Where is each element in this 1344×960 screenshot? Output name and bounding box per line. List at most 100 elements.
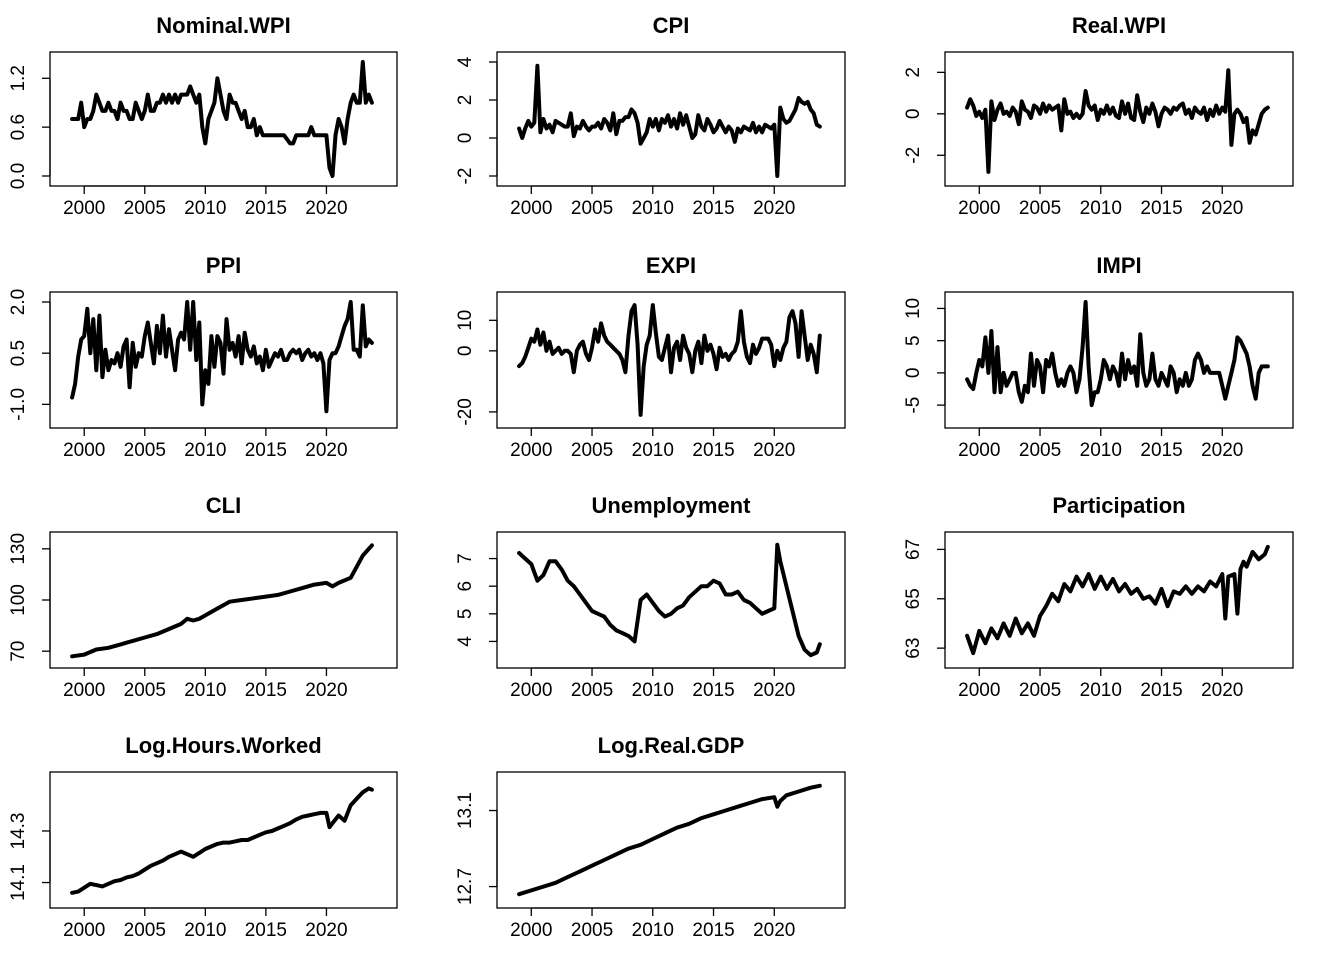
- x-tick-label: 2000: [63, 680, 105, 701]
- x-tick-label: 2010: [632, 920, 674, 941]
- y-tick-label: 0.6: [8, 114, 29, 140]
- x-tick-label: 2015: [692, 440, 734, 461]
- y-tick-label: 100: [8, 584, 29, 616]
- panel-log-real-gdp: Log.Real.GDP 2000 2005 2010 2015 2020 12.7 13.1: [455, 733, 846, 941]
- panel-impi: IMPI 2000 2005 2010 2015 2020 -5 0 5 10: [903, 253, 1294, 461]
- x-tick-label: 2005: [124, 680, 166, 701]
- y-tick-label: 1.2: [8, 65, 29, 91]
- y-tick-label: 0: [903, 368, 924, 379]
- x-tick-label: 2000: [958, 440, 1000, 461]
- panel-real-wpi: Real.WPI 2000 2005 2010 2015 2020 -2 0 2: [903, 13, 1294, 219]
- x-tick-label: 2005: [571, 920, 613, 941]
- panel-unemployment: Unemployment 2000 2005 2010 2015 2020 4 5 6 7: [455, 493, 846, 701]
- y-tick-label: 0.5: [8, 340, 29, 366]
- x-tick-label: 2020: [753, 198, 795, 219]
- x-tick-label: 2020: [305, 920, 347, 941]
- series-line-log-hours-worked: [70, 786, 374, 895]
- x-tick-label: 2010: [184, 680, 226, 701]
- y-tick-label: 14.3: [8, 812, 29, 849]
- x-tick-label: 2020: [305, 198, 347, 219]
- x-tick-label: 2015: [245, 680, 287, 701]
- y-tick-label: 65: [903, 588, 924, 609]
- y-tick-label: 2: [903, 67, 924, 78]
- series-line-real-wpi: [965, 68, 1270, 174]
- x-tick-label: 2005: [1019, 680, 1061, 701]
- y-tick-label: -1.0: [8, 388, 29, 421]
- x-tick-label: 2005: [124, 198, 166, 219]
- x-tick-label: 2020: [1201, 198, 1243, 219]
- x-tick-label: 2000: [958, 198, 1000, 219]
- y-tick-label: 70: [8, 641, 29, 662]
- chart-title: CLI: [206, 493, 241, 518]
- y-tick-label: 4: [455, 636, 476, 647]
- y-tick-label: 10: [455, 310, 476, 331]
- series-line-expi: [517, 303, 822, 417]
- x-tick-label: 2010: [632, 680, 674, 701]
- x-tick-label: 2000: [63, 440, 105, 461]
- chart-title: CPI: [653, 13, 690, 38]
- x-tick-label: 2015: [1140, 680, 1182, 701]
- x-tick-label: 2020: [753, 680, 795, 701]
- panel-log-hours-worked: Log.Hours.Worked 2000 2005 2010 2015 2020 14.1…: [8, 733, 398, 941]
- panel-participation: Participation 2000 2005 2010 2015 2020 63 65 67: [903, 493, 1294, 701]
- x-tick-label: 2005: [124, 920, 166, 941]
- y-tick-label: 0: [903, 109, 924, 120]
- chart-title: Log.Real.GDP: [598, 733, 745, 758]
- x-tick-label: 2005: [571, 680, 613, 701]
- x-tick-label: 2020: [1201, 440, 1243, 461]
- y-tick-label: 14.1: [8, 864, 29, 901]
- x-tick-label: 2005: [1019, 198, 1061, 219]
- x-tick-label: 2010: [184, 920, 226, 941]
- x-tick-label: 2000: [510, 680, 552, 701]
- panel-cli: CLI 2000 2005 2010 2015 2020 70 100 130: [8, 493, 398, 701]
- x-tick-label: 2010: [184, 440, 226, 461]
- y-tick-label: 63: [903, 638, 924, 659]
- chart-title: Log.Hours.Worked: [125, 733, 321, 758]
- x-tick-label: 2015: [1140, 198, 1182, 219]
- y-tick-label: 10: [903, 298, 924, 319]
- chart-title: Unemployment: [592, 493, 752, 518]
- x-tick-label: 2010: [1080, 680, 1122, 701]
- y-tick-label: 6: [455, 581, 476, 592]
- x-tick-label: 2010: [184, 198, 226, 219]
- series-line-participation: [965, 544, 1270, 656]
- panel-nominal-wpi: Nominal.WPI 2000 2005 2010 2015 2020 0.0 0.6 1.2: [8, 13, 398, 219]
- y-tick-label: 0.0: [8, 163, 29, 189]
- y-tick-label: 130: [8, 533, 29, 565]
- x-tick-label: 2005: [571, 198, 613, 219]
- y-tick-label: 2.0: [8, 289, 29, 315]
- chart-title: IMPI: [1096, 253, 1141, 278]
- y-tick-label: -20: [455, 398, 476, 425]
- x-tick-label: 2020: [305, 680, 347, 701]
- series-line-impi: [965, 300, 1270, 408]
- chart-title: PPI: [206, 253, 241, 278]
- x-tick-label: 2015: [692, 198, 734, 219]
- y-tick-label: 2: [455, 95, 476, 106]
- y-tick-label: 0: [455, 346, 476, 357]
- series-line-log-real-gdp: [517, 783, 822, 897]
- series-line-cli: [70, 543, 374, 659]
- y-tick-label: 7: [455, 553, 476, 564]
- x-tick-label: 2010: [632, 440, 674, 461]
- plot-frame: [496, 531, 846, 669]
- plot-frame: [49, 51, 398, 187]
- y-tick-label: -2: [455, 168, 476, 185]
- x-tick-label: 2015: [692, 680, 734, 701]
- plot-frame: [944, 531, 1294, 669]
- x-tick-label: 2020: [305, 440, 347, 461]
- x-tick-label: 2005: [1019, 440, 1061, 461]
- y-tick-label: 5: [903, 335, 924, 346]
- y-tick-label: 4: [455, 56, 476, 67]
- x-tick-label: 2015: [245, 920, 287, 941]
- series-line-nominal-wpi: [70, 60, 374, 178]
- x-tick-label: 2000: [63, 920, 105, 941]
- x-tick-label: 2010: [632, 198, 674, 219]
- y-tick-label: 12.7: [455, 868, 476, 905]
- x-tick-label: 2000: [958, 680, 1000, 701]
- x-tick-label: 2005: [124, 440, 166, 461]
- y-tick-label: -5: [903, 397, 924, 414]
- chart-title: Participation: [1052, 493, 1185, 518]
- x-tick-label: 2000: [510, 198, 552, 219]
- x-tick-label: 2010: [1080, 198, 1122, 219]
